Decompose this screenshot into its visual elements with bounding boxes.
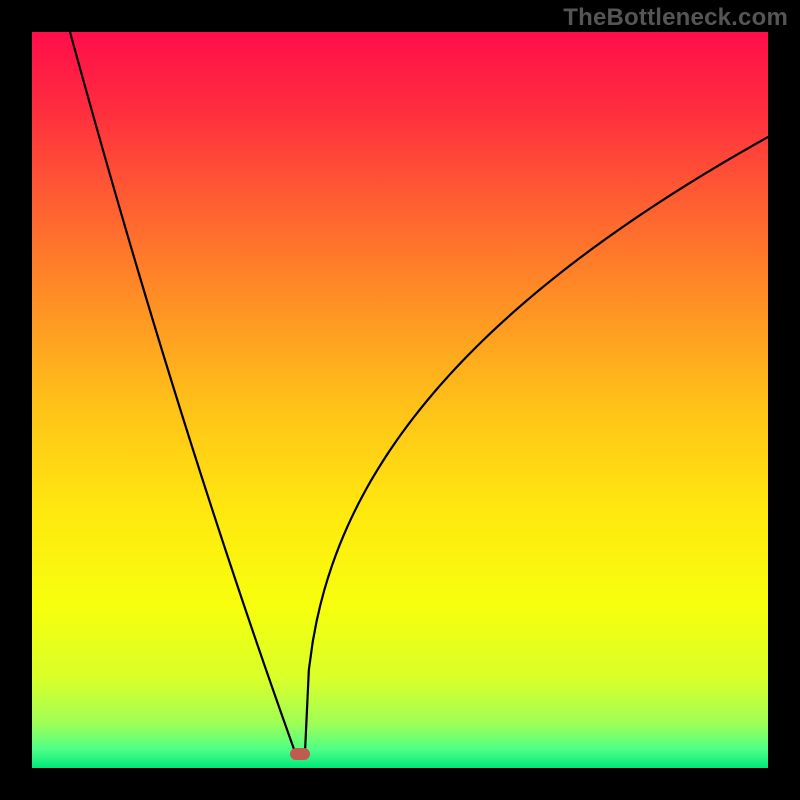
chart-svg bbox=[0, 0, 800, 800]
watermark-text: TheBottleneck.com bbox=[563, 4, 788, 32]
optimum-marker bbox=[290, 748, 310, 760]
plot-background bbox=[32, 32, 768, 768]
chart-container: TheBottleneck.com bbox=[0, 0, 800, 800]
